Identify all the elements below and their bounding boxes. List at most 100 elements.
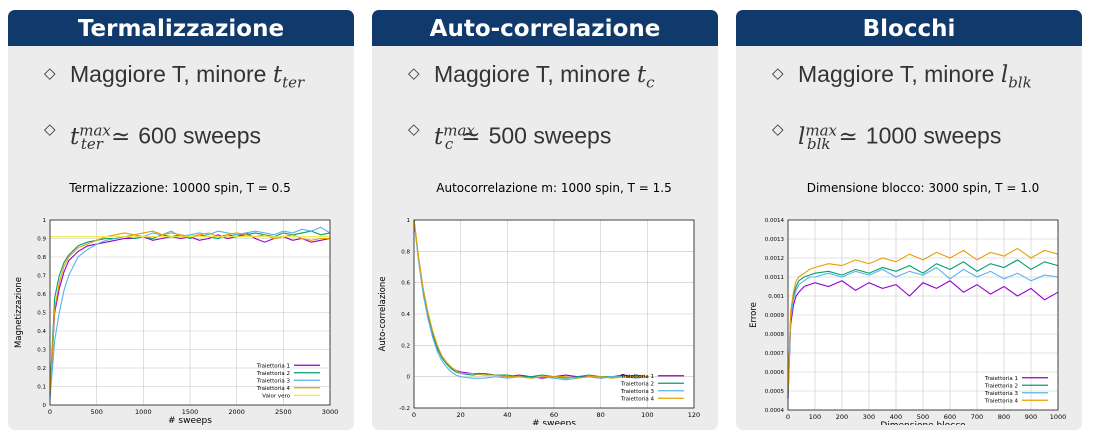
y-tick-label: 0.3: [37, 348, 46, 354]
math-superscript: max: [805, 121, 837, 139]
x-tick-label: 600: [944, 413, 956, 421]
x-axis-label: Dimensione blocco: [880, 421, 966, 425]
x-tick-label: 2500: [275, 408, 292, 416]
bullet-item: ◇ tmaxc ≃ 500 sweeps: [408, 108, 712, 164]
x-tick-label: 1000: [1050, 413, 1067, 421]
chart-termalizzazione: 0 500 1000 1500 2000 2500 3000 0 0.1 0.2 0.3 0.4 0.5…: [14, 181, 338, 425]
y-tick-label: 0.0008: [765, 332, 785, 338]
y-tick-label: 0.5: [37, 311, 46, 317]
diamond-bullet-icon: ◇: [44, 65, 56, 82]
legend-label: Traiettoria 2: [620, 381, 654, 387]
bullet-item: ◇ Maggiore T, minore tc: [408, 52, 712, 108]
x-tick-label: 80: [597, 411, 605, 419]
y-tick-label: 0.4: [37, 329, 46, 335]
approx-symbol: ≃: [838, 123, 858, 150]
y-tick-label: 0.8: [401, 249, 410, 255]
legend-label: Traiettoria 1: [256, 363, 290, 369]
x-tick-label: 100: [641, 411, 653, 419]
y-tick-label: 0.6: [37, 292, 46, 298]
bullet-list: ◇ Maggiore T, minore lblk ◇ lmaxblk ≃ 1000…: [772, 52, 1076, 164]
series-line: [413, 219, 648, 379]
approx-symbol: ≃: [461, 123, 481, 150]
math-superscript: max: [79, 121, 111, 139]
y-tick-label: 0.0006: [765, 370, 785, 376]
y-tick-label: 0: [43, 403, 47, 409]
x-tick-label: 900: [1025, 413, 1037, 421]
bullet-value: 500 sweeps: [488, 122, 612, 149]
x-tick-label: 700: [971, 413, 983, 421]
plot-border: [49, 219, 331, 406]
y-tick-label: 0.9: [37, 237, 46, 243]
diamond-bullet-icon: ◇: [408, 65, 420, 82]
chart-title: Dimensione blocco: 3000 spin, T = 1.0: [807, 181, 1040, 195]
diamond-bullet-icon: ◇: [772, 121, 784, 138]
x-tick-label: 120: [688, 411, 700, 419]
y-tick-label: 0.7: [37, 274, 46, 280]
x-tick-label: 300: [863, 413, 875, 421]
bullet-list: ◇ Maggiore T, minore tc ◇ tmaxc ≃ 500 swee…: [408, 52, 712, 164]
plot-border: [787, 219, 1059, 411]
legend-label: Traiettoria 3: [984, 391, 1019, 397]
x-tick-label: 60: [550, 411, 558, 419]
legend-label: Traiettoria 3: [256, 378, 291, 384]
x-tick-label: 0: [786, 413, 790, 421]
x-axis-label: # sweeps: [168, 416, 212, 425]
series-line: [787, 247, 1059, 393]
y-tick-label: 0.2: [37, 366, 46, 372]
x-tick-label: 800: [998, 413, 1010, 421]
bullet-text: Maggiore T, minore: [434, 61, 637, 87]
chart-autocorrelazione: 0 20 40 60 80 100 120-0.200.20.40.60.81Autocor…: [378, 181, 700, 425]
bullet-item: ◇ tmaxter ≃ 600 sweeps: [44, 108, 348, 164]
panel-termalizzazione: Termalizzazione ◇ Maggiore T, minore tte…: [8, 10, 354, 430]
y-axis-label: Magnetizzazione: [14, 277, 24, 348]
y-tick-label: 0.0013: [765, 237, 785, 243]
math-superscript: max: [443, 121, 475, 139]
bullet-item: ◇ Maggiore T, minore tter: [44, 52, 348, 108]
x-tick-label: 200: [836, 413, 848, 421]
x-axis-label: # sweeps: [532, 419, 576, 425]
math-subscript: blk: [1008, 73, 1032, 92]
y-tick-label: 0.0005: [765, 389, 785, 395]
x-tick-label: 0: [412, 411, 416, 419]
y-tick-label: 1: [407, 218, 411, 224]
legend-label: Traiettoria 1: [984, 376, 1018, 382]
x-tick-label: 400: [890, 413, 902, 421]
y-axis-label: Auto-correlazione: [378, 277, 388, 352]
legend-label: Traiettoria 1: [620, 374, 654, 380]
x-tick-label: 0: [48, 408, 52, 416]
y-tick-label: 0.2: [401, 343, 410, 349]
legend-label: Traiettoria 4: [620, 396, 655, 402]
plot-border: [413, 219, 695, 409]
legend-label: Traiettoria 4: [256, 386, 291, 392]
panel-auto-correlazione: Auto-correlazione ◇ Maggiore T, minore t…: [372, 10, 718, 430]
bullet-item: ◇ Maggiore T, minore lblk: [772, 52, 1076, 108]
y-tick-label: 0: [407, 375, 411, 381]
y-tick-label: 0.0012: [765, 256, 784, 262]
y-tick-label: 0.001: [768, 294, 784, 300]
diamond-bullet-icon: ◇: [772, 65, 784, 82]
y-tick-label: 0.1: [37, 385, 46, 391]
y-tick-label: 1: [43, 218, 47, 224]
x-tick-label: 500: [90, 408, 102, 416]
legend-label: Valor vero: [262, 393, 290, 399]
legend-label: Traiettoria 4: [984, 398, 1019, 404]
bullet-item: ◇ lmaxblk ≃ 1000 sweeps: [772, 108, 1076, 164]
series-line: [49, 230, 330, 394]
math-symbol: t: [636, 62, 647, 88]
chart-title: Autocorrelazione m: 1000 spin, T = 1.5: [436, 181, 671, 195]
y-tick-label: 0.4: [401, 312, 410, 318]
chart-dimensione-blocco: 0 100 200 300 400 500 600 700 800 900 1000 0.0004 0.…: [749, 181, 1067, 425]
series-line: [413, 219, 648, 381]
math-subscript: c: [444, 135, 454, 154]
math-subscript: ter: [282, 73, 305, 92]
math-subscript: ter: [80, 135, 103, 154]
bullet-text: Maggiore T, minore: [798, 61, 1001, 87]
x-tick-label: 100: [809, 413, 821, 421]
math-symbol: t: [434, 123, 444, 150]
x-tick-label: 1000: [135, 408, 152, 416]
y-tick-label: 0.0007: [765, 351, 785, 357]
x-tick-label: 1500: [182, 408, 199, 416]
math-subscript: blk: [807, 135, 831, 154]
x-tick-label: 2000: [228, 408, 245, 416]
y-tick-label: 0.0011: [765, 275, 784, 281]
